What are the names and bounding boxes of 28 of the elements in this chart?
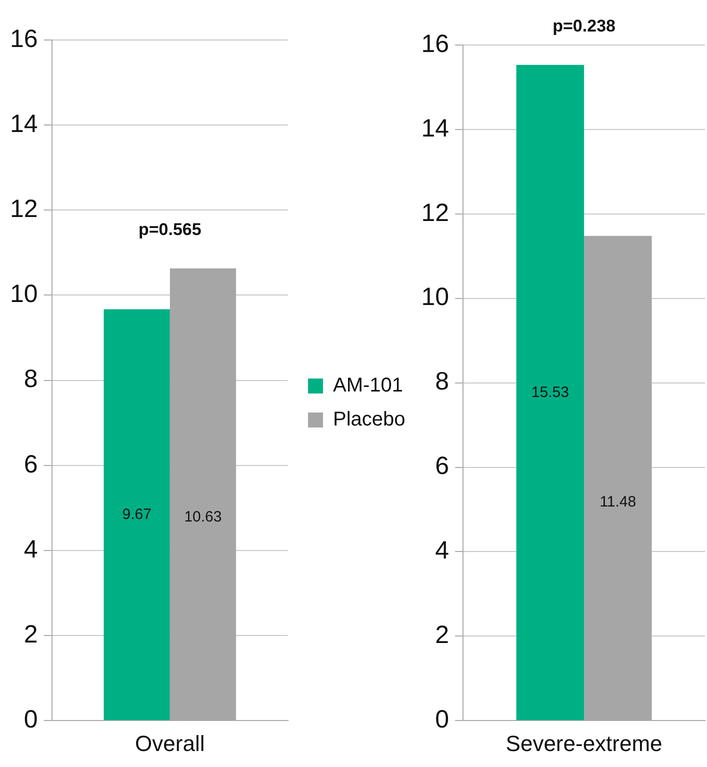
y-tick-label: 16 — [10, 24, 38, 53]
data-label: 15.53 — [531, 384, 569, 401]
y-tick-label: 4 — [435, 536, 450, 565]
data-label: 10.63 — [184, 508, 222, 526]
y-tick-label: 8 — [24, 365, 38, 394]
y-tick-label: 4 — [24, 535, 38, 564]
y-tick-label: 14 — [10, 110, 38, 138]
y-tick-label: 10 — [421, 283, 450, 312]
data-label: 9.67 — [122, 506, 152, 524]
annotation: p=0.565 — [138, 220, 202, 240]
data-label: 11.48 — [600, 494, 636, 511]
y-tick-label: 6 — [435, 452, 450, 480]
y-tick-label: 0 — [435, 705, 450, 734]
y-tick-label: 16 — [421, 30, 450, 58]
y-tick-label: 2 — [24, 620, 38, 648]
y-tick-label: 14 — [421, 114, 450, 142]
legend-label: Placebo — [333, 408, 406, 431]
y-tick-label: 6 — [24, 450, 38, 478]
y-tick-label: 8 — [435, 368, 450, 396]
y-tick-label: 10 — [10, 280, 38, 308]
x-tick-label: Overall — [135, 730, 205, 756]
x-tick-label: Severe-extreme — [506, 730, 662, 756]
y-tick-label: 12 — [421, 198, 450, 227]
text: p=0.238 — [552, 16, 616, 36]
y-tick-label: 12 — [10, 195, 38, 224]
y-tick-label: 0 — [24, 705, 38, 734]
legend-label: AM-101 — [333, 374, 404, 397]
y-tick-label: 2 — [435, 621, 450, 650]
